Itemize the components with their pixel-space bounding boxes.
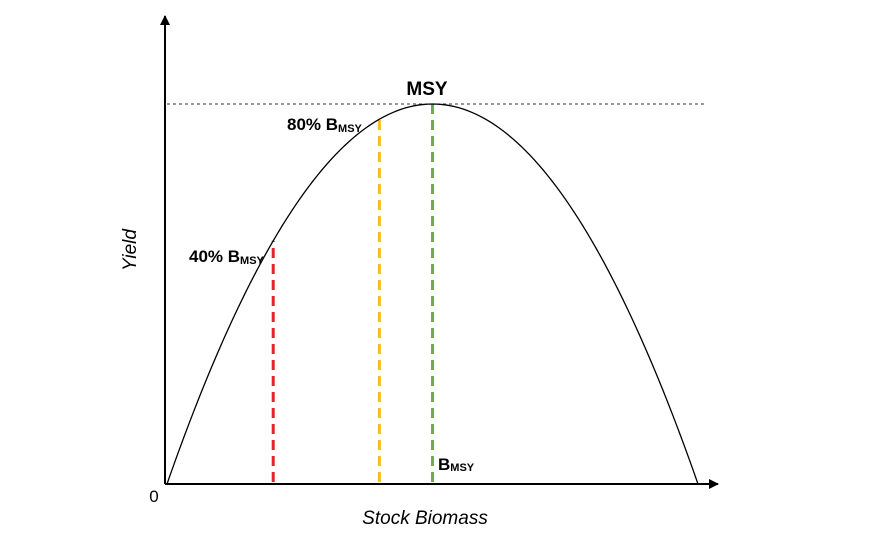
msy-label: MSY xyxy=(406,79,448,100)
bmsy-40-label: 40% BMSY xyxy=(189,247,265,267)
y-axis-title: Yield xyxy=(120,228,141,271)
origin-label: 0 xyxy=(149,487,158,506)
bmsy-label: BMSY xyxy=(438,455,475,474)
yield-curve xyxy=(166,103,699,485)
x-axis-title: Stock Biomass xyxy=(362,508,488,529)
bmsy-80-label: 80% BMSY xyxy=(287,115,363,135)
